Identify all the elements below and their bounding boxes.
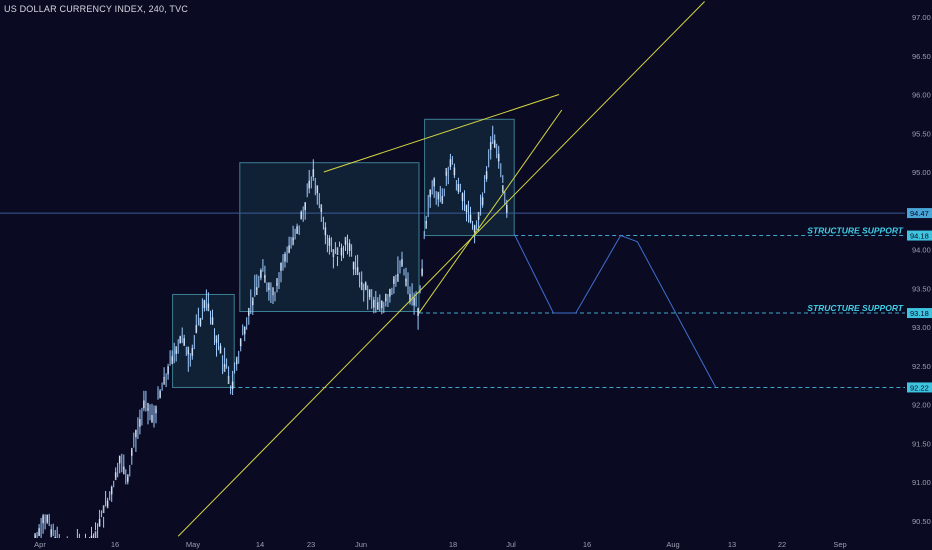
price-badge-3 xyxy=(907,382,932,393)
x-tick-label: Jun xyxy=(355,540,367,549)
y-axis-panel xyxy=(906,0,932,550)
y-tick-label: 92.50 xyxy=(912,362,931,371)
price-badge-2 xyxy=(907,308,932,319)
y-tick-label: 91.00 xyxy=(912,478,931,487)
x-tick-label: 16 xyxy=(111,540,119,549)
y-tick-label: 92.00 xyxy=(912,401,931,410)
price-badge-label-3: 92.22 xyxy=(910,383,929,392)
consolidation-box-2 xyxy=(424,118,515,237)
trendline-0 xyxy=(177,1,705,537)
price-badge-1 xyxy=(907,230,932,241)
trendline-1 xyxy=(418,109,563,314)
x-tick-label: 14 xyxy=(256,540,264,549)
y-axis: 97.0096.5096.0095.5095.0094.5094.0093.50… xyxy=(906,0,932,550)
price-badge-label-1: 94.18 xyxy=(910,232,929,241)
price-badge-label-0: 94.47 xyxy=(910,209,929,218)
y-tick-label: 93.00 xyxy=(912,323,931,332)
x-tick-label: Sep xyxy=(833,540,846,549)
x-tick-label: 23 xyxy=(307,540,315,549)
y-tick-label: 96.00 xyxy=(912,91,931,100)
x-tick-label: May xyxy=(186,540,200,549)
price-badge-label-2: 93.18 xyxy=(910,309,929,318)
support-label-1: STRUCTURE SUPPORT xyxy=(807,303,904,313)
y-tick-label: 90.50 xyxy=(912,517,931,526)
consolidation-box-0 xyxy=(172,293,235,388)
y-tick-label: 91.50 xyxy=(912,439,931,448)
x-tick-label: 13 xyxy=(728,540,736,549)
y-tick-label: 95.00 xyxy=(912,168,931,177)
x-axis-panel xyxy=(0,538,932,550)
trendline-2 xyxy=(323,94,560,173)
x-tick-label: 18 xyxy=(449,540,457,549)
y-tick-label: 97.00 xyxy=(912,13,931,22)
support-label-0: STRUCTURE SUPPORT xyxy=(807,226,904,236)
x-tick-label: Apr xyxy=(34,540,46,549)
price-badge-0 xyxy=(907,208,932,219)
x-axis: Apr 16 May 14 23 Jun 18 Jul 16 Aug 13 22 Sep xyxy=(0,538,932,550)
projection-path xyxy=(513,233,717,388)
horizontal-lines xyxy=(0,212,905,388)
y-tick-label: 96.50 xyxy=(912,52,931,61)
x-tick-label: Aug xyxy=(666,540,679,549)
trendlines xyxy=(177,1,705,537)
chart-title: US DOLLAR CURRENCY INDEX, 240, TVC xyxy=(4,4,189,14)
x-tick-label: 16 xyxy=(583,540,591,549)
x-tick-label: 22 xyxy=(778,540,786,549)
support-labels: STRUCTURE SUPPORT STRUCTURE SUPPORT xyxy=(807,226,904,313)
y-tick-label: 93.50 xyxy=(912,284,931,293)
y-tick-label: 94.00 xyxy=(912,246,931,255)
y-tick-label: 95.50 xyxy=(912,129,931,138)
projection-path xyxy=(513,233,717,388)
x-tick-label: Jul xyxy=(506,540,516,549)
